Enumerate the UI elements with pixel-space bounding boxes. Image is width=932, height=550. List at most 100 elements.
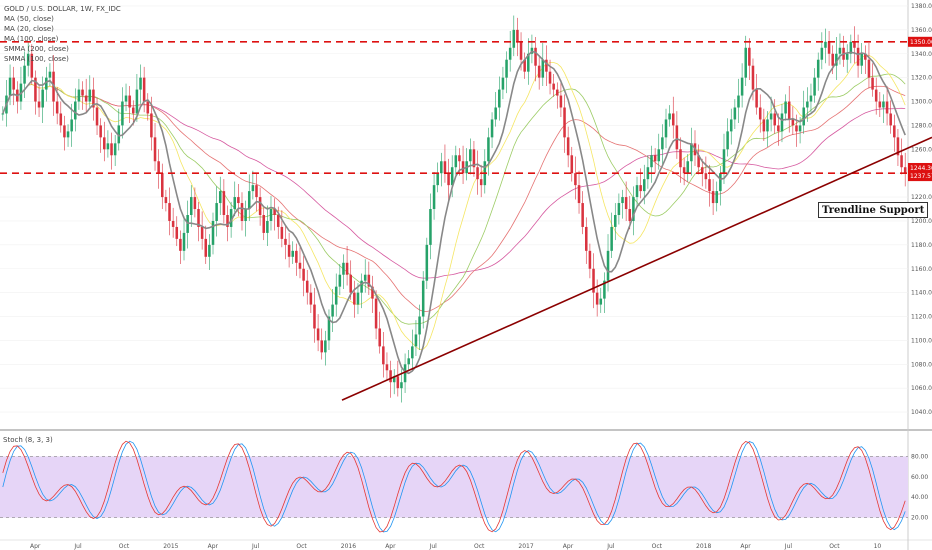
candle-body: [534, 47, 537, 66]
candle-body: [334, 286, 338, 305]
ma-50-line: [2, 54, 906, 351]
candle-body: [585, 226, 588, 251]
candle-body: [378, 328, 381, 347]
price-badge: [908, 171, 932, 182]
candle-body: [135, 89, 139, 114]
candle-body: [37, 101, 41, 108]
candle-body: [269, 209, 273, 221]
stoch-pane: 80.00 60.00 40.00 20.00: [0, 440, 928, 533]
candle-body: [226, 215, 229, 227]
candle-body: [690, 143, 693, 162]
candle-body: [581, 203, 584, 227]
candle-body: [874, 89, 878, 102]
candle-body: [461, 161, 465, 174]
candle-body: [657, 149, 661, 162]
candle-body: [893, 125, 896, 138]
candle-body: [182, 232, 186, 251]
candle-body: [835, 53, 838, 66]
candle-body: [298, 262, 302, 269]
candle-body: [780, 113, 784, 132]
candle-body: [363, 274, 367, 281]
candle-body: [751, 65, 755, 90]
candle-body: [240, 203, 244, 221]
candle-body: [494, 107, 497, 120]
candle-body: [8, 77, 12, 96]
candle-body: [443, 161, 447, 174]
candle-body: [537, 65, 541, 78]
candle-body: [418, 316, 421, 335]
candle-body: [59, 113, 63, 126]
candle-body: [740, 77, 744, 96]
candle-body: [193, 197, 197, 210]
candle-body: [762, 119, 766, 132]
candle-body: [103, 137, 106, 150]
candle-body: [458, 155, 461, 162]
candle-body: [668, 113, 671, 120]
x-tick-label: Oct: [474, 543, 485, 550]
stoch-tick-label: 80.00: [911, 453, 928, 460]
candle-body: [624, 197, 628, 210]
candle-body: [211, 220, 215, 245]
candle-body: [671, 113, 675, 126]
candle-body: [733, 107, 737, 120]
candle-body: [610, 226, 613, 251]
candle-body: [251, 185, 255, 192]
candle-body: [574, 173, 577, 186]
candle-body: [903, 167, 907, 174]
candle-body: [371, 286, 374, 299]
candle-body: [487, 137, 490, 162]
candle-body: [146, 101, 150, 114]
candle-body: [729, 119, 733, 132]
candle-body: [704, 173, 708, 180]
candle-body: [157, 161, 160, 174]
x-tick-label: Jul: [606, 543, 615, 550]
x-tick-label: 10: [874, 543, 882, 550]
candle-body: [175, 226, 179, 239]
candle-body: [150, 113, 153, 138]
candle-body: [809, 95, 813, 102]
candle-body: [878, 101, 882, 108]
candle-body: [197, 209, 200, 227]
stoch-tick-label: 40.00: [911, 494, 928, 501]
x-tick-label: Apr: [30, 543, 41, 550]
candle-body: [523, 59, 526, 72]
x-tick-label: Apr: [563, 543, 574, 550]
candle-body: [900, 155, 903, 168]
x-tick-label: 2015: [163, 543, 178, 550]
y-tick-label: 1380.00: [911, 3, 932, 10]
x-tick-label: Jul: [429, 543, 438, 550]
candle-body: [889, 113, 892, 126]
legend-smma200: SMMA (200, close): [4, 45, 69, 53]
candle-body: [84, 95, 88, 102]
x-tick-label: Jul: [784, 543, 793, 550]
y-tick-label: 1260.00: [911, 146, 932, 153]
candle-body: [516, 29, 519, 42]
candle-body: [338, 274, 342, 287]
stoch-d-line: [2, 440, 906, 533]
candle-body: [882, 101, 885, 108]
candle-body: [556, 89, 559, 96]
candle-body: [827, 41, 831, 54]
candle-body: [860, 53, 863, 66]
candle-body: [737, 95, 740, 108]
candle-body: [309, 292, 313, 305]
candle-body: [262, 215, 266, 233]
candle-body: [824, 41, 827, 48]
candle-body: [806, 101, 809, 108]
candle-body: [385, 364, 389, 371]
candle-body: [179, 238, 182, 251]
candle-body: [773, 113, 776, 126]
candle-body: [675, 125, 679, 150]
candle-body: [577, 185, 581, 204]
candle-body: [755, 89, 758, 108]
candle-body: [715, 191, 719, 204]
candle-body: [421, 280, 425, 317]
candle-body: [1, 113, 5, 115]
legend-smma100: SMMA (100, close): [4, 55, 69, 63]
candle-body: [679, 149, 682, 168]
candle-body: [454, 155, 458, 168]
x-tick-label: Oct: [296, 543, 307, 550]
candle-body: [816, 59, 820, 78]
